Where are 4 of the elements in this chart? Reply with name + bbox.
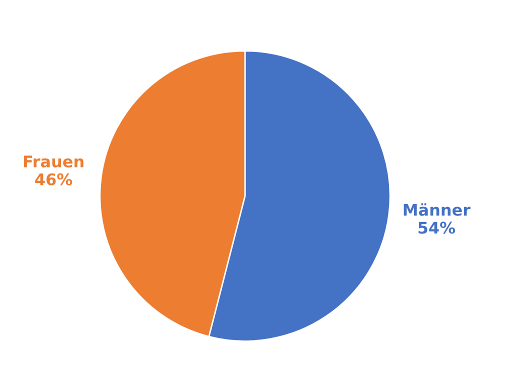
slice-label: Männer — [404, 203, 470, 216]
slice-label: Frauen — [24, 156, 84, 168]
data-label: 54% — [418, 222, 456, 234]
data-label: 46% — [35, 173, 72, 186]
